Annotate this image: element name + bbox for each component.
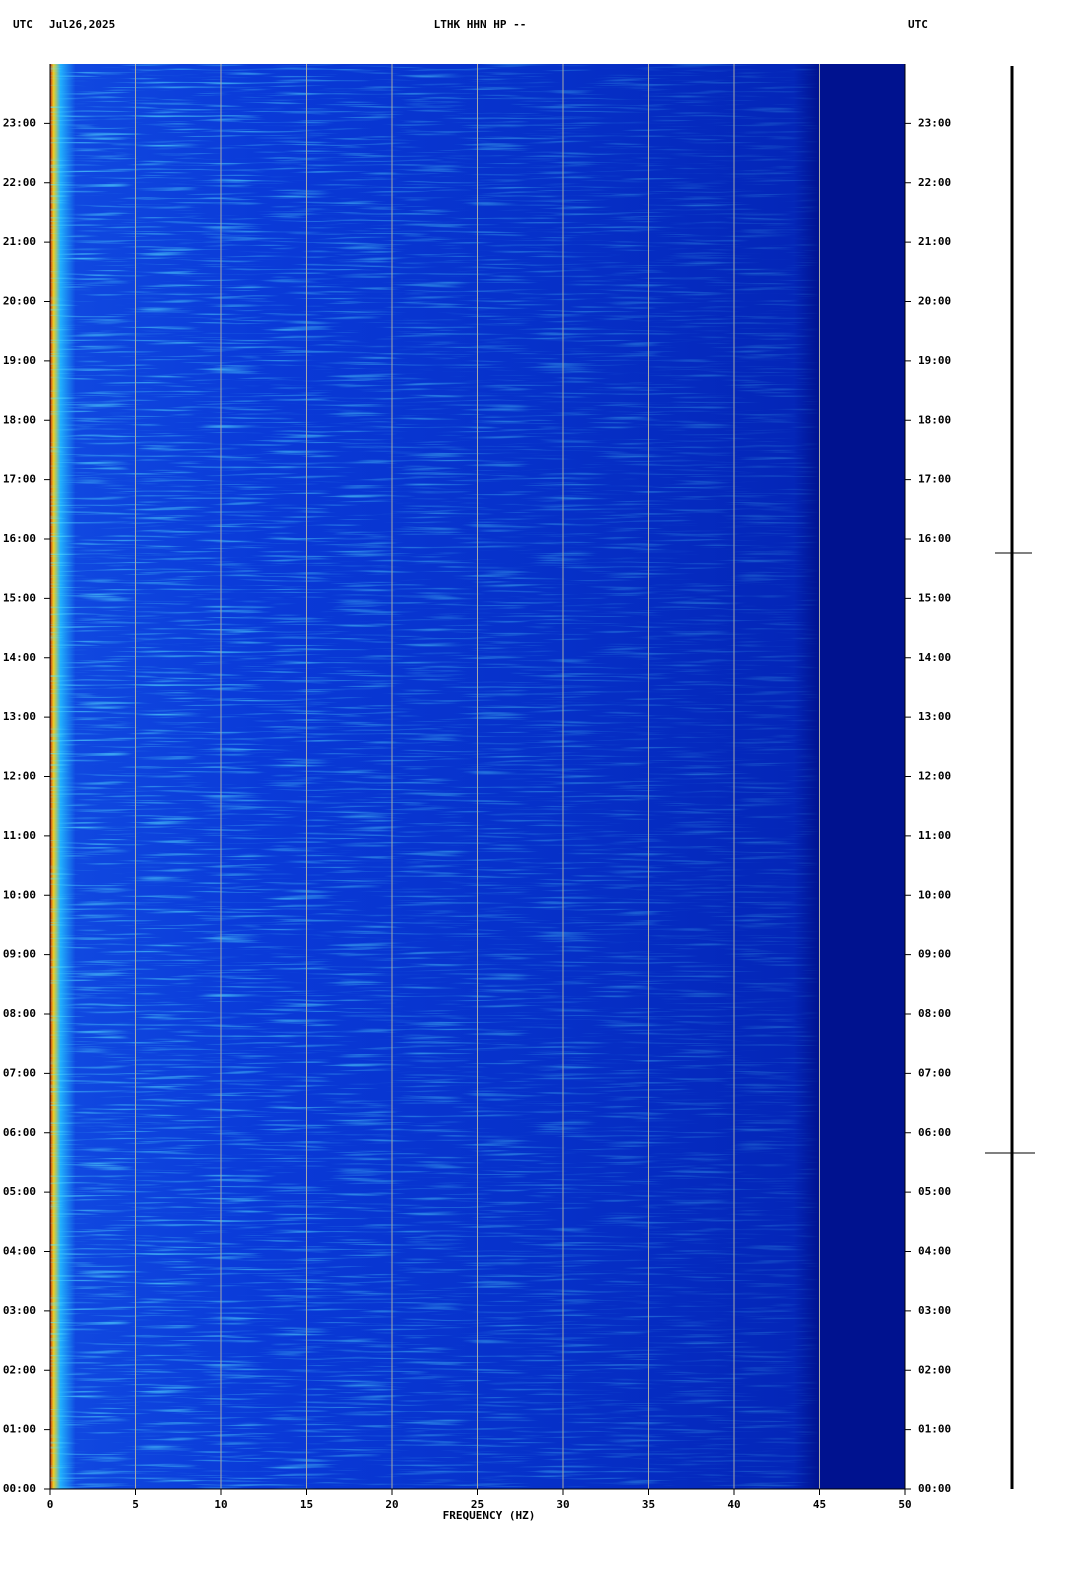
- y-tick-label-left: 09:00: [3, 948, 36, 961]
- chart-title: LTHK HHN HP --: [434, 18, 527, 31]
- y-tick-label-left: 13:00: [3, 710, 36, 723]
- y-tick-label-right: 08:00: [918, 1007, 951, 1020]
- y-tick-label-right: 00:00: [918, 1482, 951, 1495]
- y-tick-label-left: 14:00: [3, 651, 36, 664]
- x-axis-label: FREQUENCY (HZ): [443, 1509, 536, 1522]
- x-tick-label: 50: [898, 1498, 911, 1511]
- y-tick-label-left: 23:00: [3, 116, 36, 129]
- y-tick-label-left: 17:00: [3, 473, 36, 486]
- y-tick-label-right: 18:00: [918, 413, 951, 426]
- y-tick-label-right: 05:00: [918, 1185, 951, 1198]
- y-tick-label-left: 15:00: [3, 591, 36, 604]
- y-tick-label-right: 22:00: [918, 176, 951, 189]
- y-tick-label-right: 09:00: [918, 948, 951, 961]
- y-tick-label-right: 15:00: [918, 591, 951, 604]
- x-tick-label: 0: [47, 1498, 54, 1511]
- y-tick-label-left: 19:00: [3, 354, 36, 367]
- y-tick-label-left: 11:00: [3, 829, 36, 842]
- y-tick-label-right: 03:00: [918, 1304, 951, 1317]
- y-tick-label-right: 19:00: [918, 354, 951, 367]
- date: Jul26,2025: [49, 18, 115, 31]
- y-tick-label-left: 07:00: [3, 1066, 36, 1079]
- y-tick-label-left: 06:00: [3, 1126, 36, 1139]
- y-tick-label-left: 04:00: [3, 1245, 36, 1258]
- y-tick-label-left: 01:00: [3, 1423, 36, 1436]
- y-tick-label-left: 10:00: [3, 888, 36, 901]
- time-zone-right: UTC: [908, 18, 928, 31]
- y-tick-label-right: 07:00: [918, 1066, 951, 1079]
- y-tick-label-left: 20:00: [3, 295, 36, 308]
- y-tick-label-left: 16:00: [3, 532, 36, 545]
- y-tick-label-left: 22:00: [3, 176, 36, 189]
- x-tick-label: 5: [132, 1498, 139, 1511]
- y-tick-label-left: 12:00: [3, 770, 36, 783]
- y-tick-label-right: 21:00: [918, 235, 951, 248]
- y-tick-label-right: 23:00: [918, 116, 951, 129]
- x-tick-label: 40: [727, 1498, 740, 1511]
- x-tick-label: 10: [214, 1498, 227, 1511]
- y-tick-label-right: 06:00: [918, 1126, 951, 1139]
- y-tick-label-left: 08:00: [3, 1007, 36, 1020]
- x-tick-label: 15: [300, 1498, 313, 1511]
- y-tick-label-left: 00:00: [3, 1482, 36, 1495]
- y-tick-label-right: 01:00: [918, 1423, 951, 1436]
- y-tick-label-right: 11:00: [918, 829, 951, 842]
- x-tick-label: 30: [556, 1498, 569, 1511]
- y-tick-label-right: 04:00: [918, 1245, 951, 1258]
- y-tick-label-right: 17:00: [918, 473, 951, 486]
- y-tick-label-left: 02:00: [3, 1363, 36, 1376]
- y-tick-label-left: 21:00: [3, 235, 36, 248]
- x-tick-label: 35: [642, 1498, 655, 1511]
- y-tick-label-left: 18:00: [3, 413, 36, 426]
- time-zone-left: UTC: [13, 18, 33, 31]
- y-tick-label-left: 05:00: [3, 1185, 36, 1198]
- y-tick-label-right: 16:00: [918, 532, 951, 545]
- x-tick-label: 20: [385, 1498, 398, 1511]
- y-tick-label-right: 10:00: [918, 888, 951, 901]
- x-tick-label: 25: [471, 1498, 484, 1511]
- y-tick-label-right: 02:00: [918, 1363, 951, 1376]
- y-tick-label-right: 20:00: [918, 295, 951, 308]
- y-tick-label-left: 03:00: [3, 1304, 36, 1317]
- y-tick-label-right: 14:00: [918, 651, 951, 664]
- y-tick-label-right: 13:00: [918, 710, 951, 723]
- x-tick-label: 45: [813, 1498, 826, 1511]
- y-tick-label-right: 12:00: [918, 770, 951, 783]
